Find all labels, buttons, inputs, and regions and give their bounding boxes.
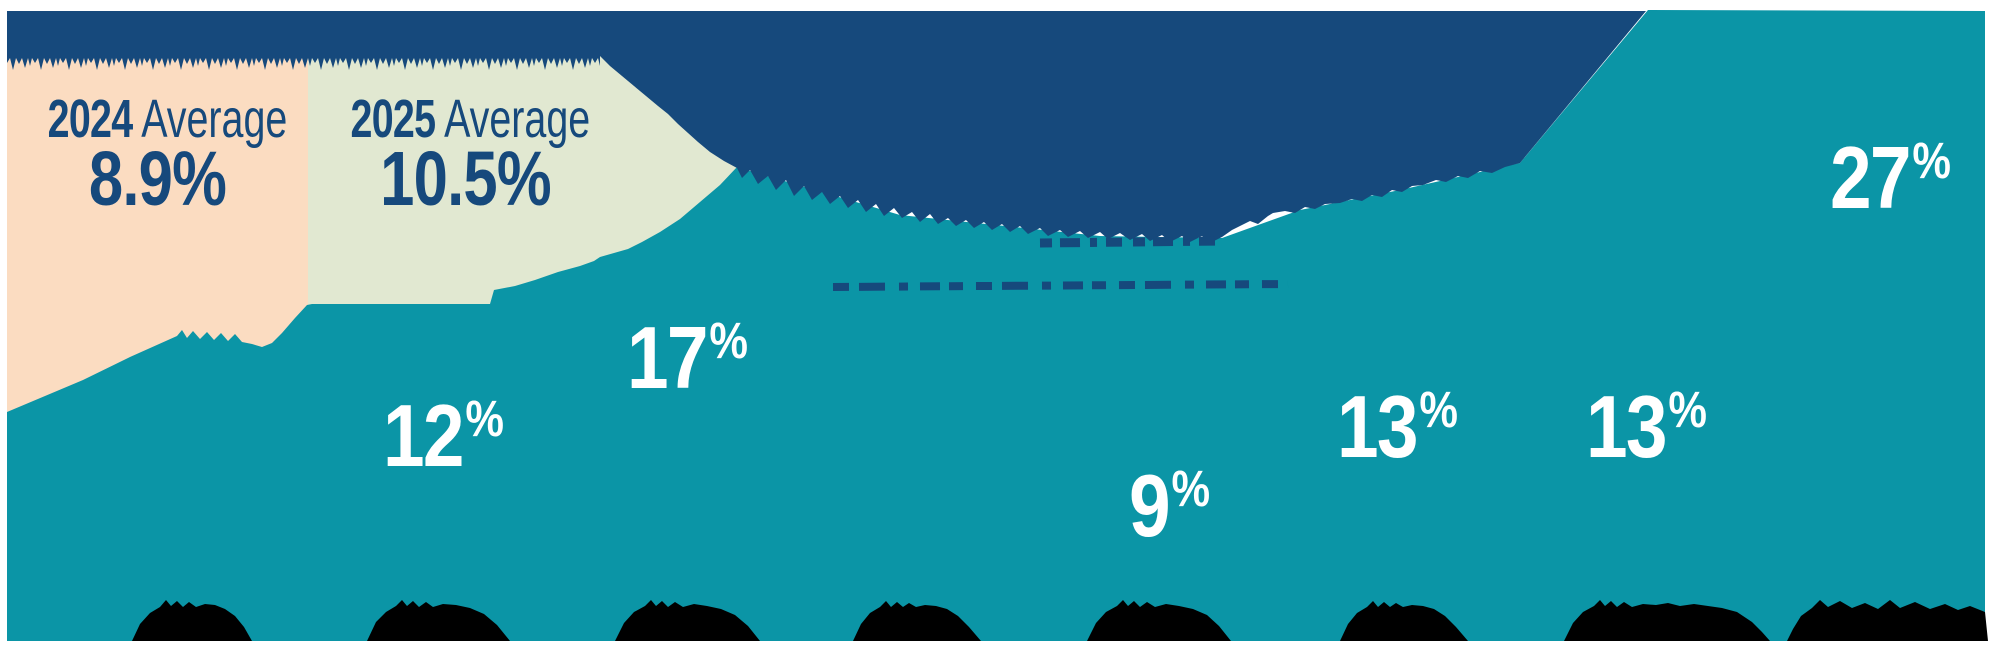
data-label-13pct-b: 13% <box>1586 377 1707 476</box>
redacted-title-text-teeth <box>7 48 600 72</box>
average-2025-callout: 2025 Average 10.5% <box>308 92 623 218</box>
data-label-13pct-a: 13% <box>1337 377 1458 476</box>
redacted-tick-label-4 <box>853 601 981 641</box>
redacted-tick-label-2 <box>367 600 510 641</box>
redacted-annotation-dashes-lower <box>832 280 1289 291</box>
redacted-tick-label-6 <box>1340 601 1468 641</box>
redacted-tick-label-5 <box>1087 600 1231 641</box>
redacted-tick-label-1 <box>132 600 252 641</box>
average-2024-label: 2024 Average <box>47 89 288 149</box>
data-label-17pct: 17% <box>627 308 748 407</box>
average-2025-year: 2025 <box>350 89 437 149</box>
average-2024-value: 8.9% <box>88 136 227 222</box>
average-2024-year: 2024 <box>47 89 134 149</box>
average-2024-callout: 2024 Average 8.9% <box>7 92 308 218</box>
data-label-9pct: 9% <box>1129 456 1211 555</box>
data-label-12pct: 12% <box>383 386 504 485</box>
average-2025-value: 10.5% <box>380 136 551 222</box>
average-2024-word: Average <box>141 89 288 149</box>
redacted-tick-label-3 <box>615 600 760 641</box>
teal-distribution-area <box>7 10 1985 641</box>
average-2025-word: Average <box>444 89 591 149</box>
redacted-annotation-dashes-upper <box>1039 236 1224 248</box>
average-2025-label: 2025 Average <box>350 89 591 149</box>
data-label-27pct: 27% <box>1830 128 1951 227</box>
redacted-tick-label-7 <box>1564 600 1770 641</box>
navy-redacted-header-area <box>7 11 1646 243</box>
redacted-tick-label-8 <box>1787 600 1988 641</box>
